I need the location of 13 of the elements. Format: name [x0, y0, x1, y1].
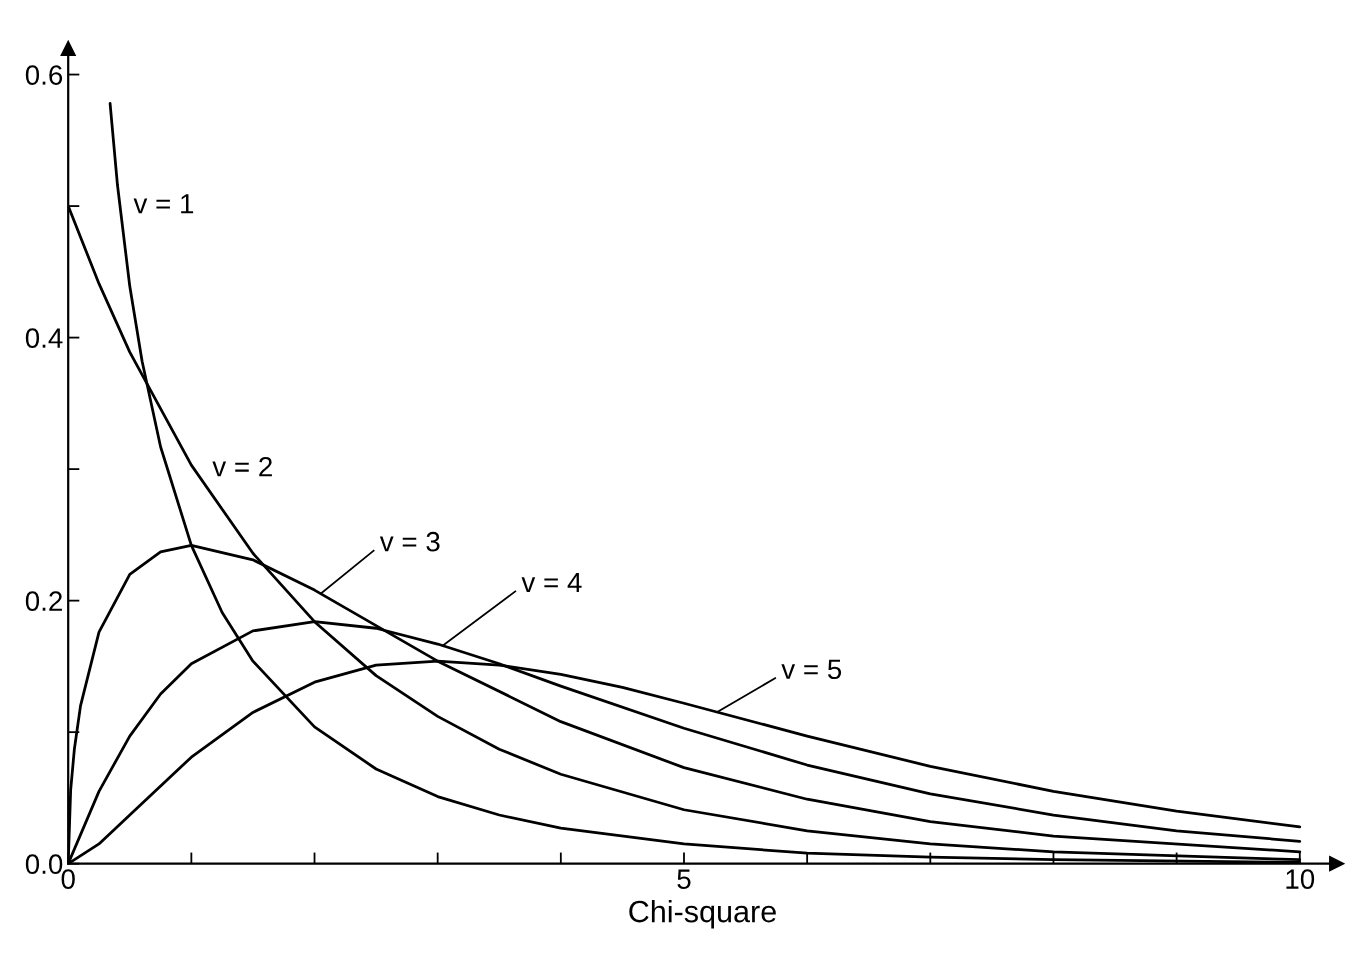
x-tick-label: 10 [1286, 869, 1315, 889]
x-tick-label: 5 [677, 869, 691, 889]
x-axis-title: Chi-square [629, 899, 776, 929]
series-label: v = 5 [781, 659, 842, 680]
text: v = 4 [521, 572, 582, 593]
x-tick-label: 0 [61, 869, 75, 889]
series-label: v = 2 [212, 456, 272, 477]
series-label: v = 1 [133, 194, 194, 214]
y-tick-label: 0.2 [25, 591, 62, 611]
y-tick-label: 0.0 [25, 854, 63, 875]
text: v = 3 [379, 531, 440, 552]
y-tick-label: 0.4 [25, 328, 63, 348]
y-tick-label: 0.6 [25, 65, 63, 85]
